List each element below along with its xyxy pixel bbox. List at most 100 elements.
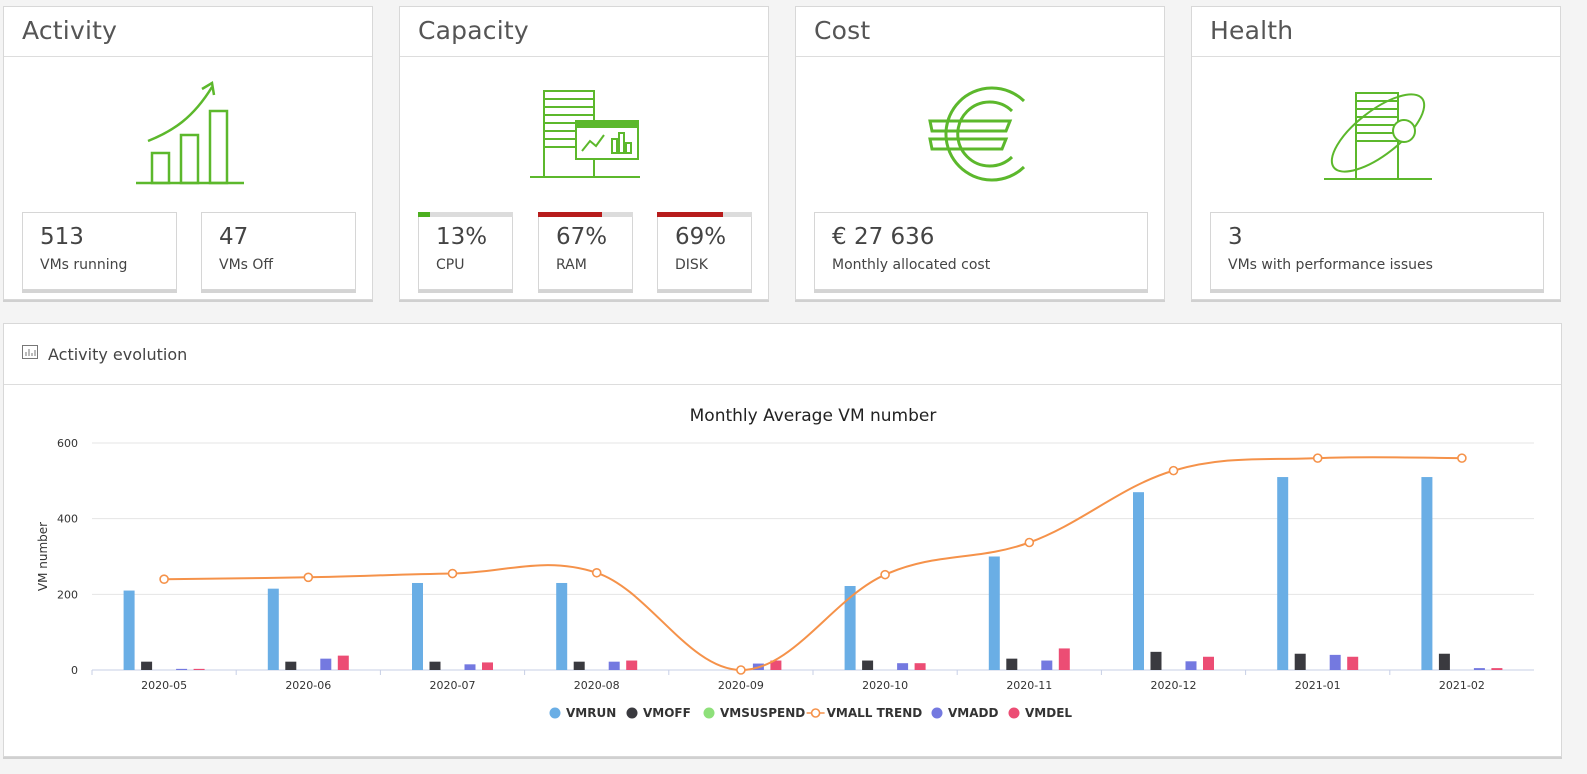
legend-label-vmoff: VMOFF — [643, 706, 691, 720]
monthly-cost-value: € 27 636 — [832, 224, 935, 250]
ram-usage-bar — [538, 212, 633, 217]
legend-marker — [549, 707, 561, 719]
bar-vmdel — [337, 655, 349, 670]
bar-vmadd — [176, 668, 188, 670]
x-tick-label: 2020-05 — [141, 679, 187, 692]
bar-vmoff — [429, 661, 441, 670]
x-tick-label: 2020-11 — [1006, 679, 1052, 692]
chart-title: Monthly Average VM number — [690, 406, 937, 426]
y-axis-label: VM number — [36, 522, 50, 591]
bar-vmadd — [1041, 660, 1053, 670]
disk-label: DISK — [675, 257, 708, 273]
cost-title: Cost — [796, 7, 1164, 57]
bar-vmrun — [267, 588, 279, 670]
bar-vmrun — [1133, 492, 1144, 670]
x-tick-label: 2020-08 — [574, 679, 620, 692]
vms-off-value: 47 — [219, 224, 249, 250]
trend-point — [447, 568, 458, 579]
trend-point — [880, 569, 890, 580]
panel-title: Activity evolution — [48, 344, 188, 364]
capacity-card: Capacity 13% CPU 67% RAM 69% — [399, 6, 769, 300]
x-tick-label: 2020-07 — [430, 679, 476, 692]
y-tick-label: 200 — [57, 588, 78, 601]
legend-marker — [626, 707, 638, 719]
monthly-vm-chart: Monthly Average VM number 0 200 400 600 VM nu… — [36, 406, 1534, 720]
disk-value: 69% — [675, 224, 727, 250]
bar-vmdel — [770, 660, 782, 670]
server-orbit-icon — [1192, 73, 1560, 193]
server-chart-icon — [400, 73, 768, 193]
y-tick-label: 400 — [57, 513, 78, 526]
cost-card: Cost € 27 636 Monthly allocated cost — [795, 6, 1165, 300]
bar-vmoff — [1294, 653, 1306, 670]
activity-card: Activity 513 VMs running 47 VMs Off — [3, 6, 373, 300]
disk-tile[interactable]: 69% DISK — [657, 212, 752, 290]
y-tick-label: 0 — [71, 664, 78, 677]
legend-label-vmrun: VMRUN — [566, 706, 616, 720]
bar-vmoff — [285, 661, 297, 670]
bar-vmoff — [1150, 651, 1162, 670]
cpu-value: 13% — [436, 224, 488, 250]
vms-running-label: VMs running — [40, 257, 128, 273]
legend-label-vmall-trend: VMALL TREND — [827, 706, 923, 720]
bar-vmoff — [141, 661, 153, 670]
bar-vmdel — [1058, 648, 1070, 670]
vms-running-tile[interactable]: 513 VMs running — [22, 212, 177, 290]
euro-icon — [796, 73, 1164, 193]
performance-issues-tile[interactable]: 3 VMs with performance issues — [1210, 212, 1544, 290]
health-title: Health — [1192, 7, 1560, 57]
cpu-tile[interactable]: 13% CPU — [418, 212, 513, 290]
disk-usage-bar — [657, 212, 752, 217]
trend-point — [1312, 453, 1323, 463]
ram-tile[interactable]: 67% RAM — [538, 212, 633, 290]
bar-vmadd — [320, 658, 332, 670]
health-card: Health 3 VMs with performance issues — [1191, 6, 1561, 300]
bar-vmoff — [1006, 658, 1018, 670]
trend-point — [1457, 453, 1467, 463]
cpu-usage-bar — [418, 212, 513, 217]
activity-title: Activity — [4, 7, 372, 57]
chart-small-icon — [22, 344, 38, 364]
bar-vmadd — [1185, 661, 1197, 670]
bar-vmdel — [482, 662, 493, 670]
bar-vmadd — [1329, 654, 1341, 670]
trend-point — [591, 567, 602, 578]
x-tick-label: 2021-02 — [1439, 679, 1485, 692]
bar-vmadd — [608, 661, 620, 670]
bar-vmdel — [626, 660, 638, 670]
bar-vmrun — [123, 590, 135, 670]
bar-vmrun — [844, 586, 856, 670]
performance-issues-label: VMs with performance issues — [1228, 257, 1433, 273]
x-tick-label: 2020-10 — [862, 679, 908, 692]
y-tick-label: 600 — [57, 437, 78, 450]
bar-vmdel — [1203, 656, 1214, 670]
bar-vmadd — [897, 663, 909, 670]
bar-vmdel — [1347, 656, 1359, 670]
bar-vmrun — [556, 582, 568, 670]
legend-marker — [703, 707, 715, 719]
bar-vmdel — [1491, 668, 1503, 670]
trend-point — [1024, 537, 1035, 548]
bar-vmoff — [1438, 653, 1450, 670]
monthly-cost-label: Monthly allocated cost — [832, 257, 991, 273]
trend-point — [159, 574, 169, 584]
trend-point — [736, 665, 746, 675]
bar-vmrun — [412, 582, 423, 670]
bar-vmoff — [862, 660, 874, 670]
capacity-title: Capacity — [400, 7, 768, 57]
panel-header: Activity evolution — [4, 324, 1561, 385]
trend-line — [164, 456, 1462, 672]
legend-label-vmadd: VMADD — [948, 706, 998, 720]
legend-marker — [1008, 707, 1020, 719]
bar-vmrun — [988, 556, 1000, 670]
legend-label-vmdel: VMDEL — [1025, 706, 1072, 720]
bar-vmrun — [1421, 477, 1433, 670]
monthly-cost-tile[interactable]: € 27 636 Monthly allocated cost — [814, 212, 1148, 290]
vms-off-label: VMs Off — [219, 257, 274, 273]
growth-chart-icon — [4, 73, 372, 193]
vms-off-tile[interactable]: 47 VMs Off — [201, 212, 356, 290]
bar-vmoff — [573, 661, 585, 670]
ram-value: 67% — [556, 224, 608, 250]
x-tick-label: 2020-12 — [1151, 679, 1197, 692]
bar-vmdel — [914, 663, 926, 670]
